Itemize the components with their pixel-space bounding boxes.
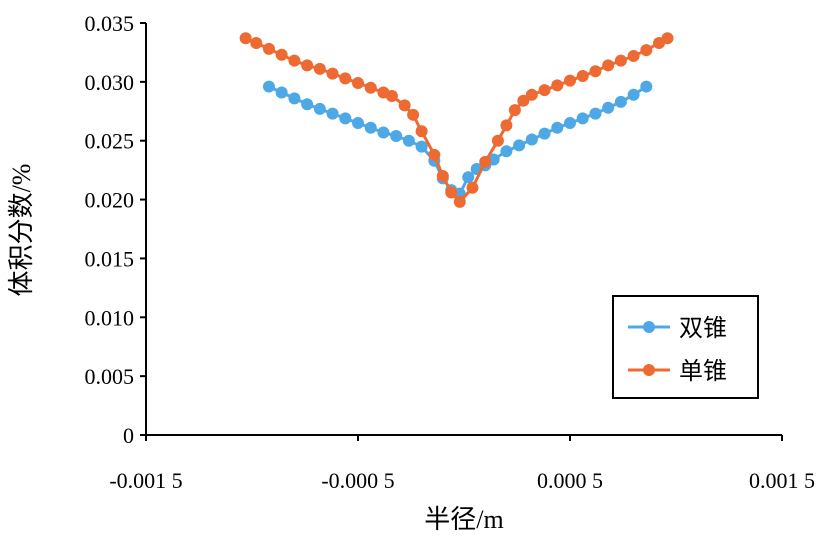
data-point <box>364 121 377 134</box>
y-tick-label: 0.035 <box>85 11 135 36</box>
data-point <box>462 171 475 184</box>
data-point <box>564 74 576 87</box>
x-tick-label: -0.000 5 <box>321 468 394 493</box>
y-tick-label: 0.015 <box>85 246 135 271</box>
data-point <box>525 133 538 146</box>
data-point <box>479 155 492 168</box>
data-point <box>576 112 589 125</box>
data-point <box>262 80 275 93</box>
data-point <box>627 88 640 101</box>
data-point <box>551 79 564 92</box>
x-axis-title: 半径/m <box>424 505 503 534</box>
data-point <box>466 181 479 194</box>
x-tick-label: 0.000 5 <box>537 468 603 493</box>
data-point <box>551 121 564 134</box>
data-point <box>491 134 504 147</box>
data-point <box>250 37 263 50</box>
y-tick-label: 0.010 <box>85 305 135 330</box>
y-tick-label: 0.025 <box>85 129 135 154</box>
data-point <box>352 77 364 90</box>
data-point <box>576 69 589 82</box>
data-point <box>339 72 352 85</box>
data-point <box>589 107 602 120</box>
data-point <box>661 32 674 45</box>
data-point <box>275 86 288 99</box>
data-point <box>614 54 627 67</box>
data-point <box>428 148 441 161</box>
data-point <box>508 104 521 117</box>
data-point <box>436 170 449 183</box>
data-point <box>602 101 615 114</box>
series-line <box>268 85 648 196</box>
x-ticks: -0.001 5 -0.000 5 0.000 5 0.001 5 <box>109 435 815 493</box>
data-point <box>385 89 398 102</box>
series-0 <box>262 80 653 200</box>
data-point <box>564 117 576 130</box>
data-point <box>301 59 314 72</box>
data-point <box>339 112 352 125</box>
data-point <box>390 130 403 143</box>
data-point <box>525 88 538 101</box>
data-point <box>589 65 602 78</box>
data-point <box>239 32 252 45</box>
data-point <box>402 134 415 147</box>
data-point <box>262 42 275 55</box>
data-point <box>517 94 530 107</box>
data-point <box>415 140 428 153</box>
y-tick-label: 0.005 <box>85 364 135 389</box>
data-point <box>640 44 653 57</box>
data-point <box>398 99 411 112</box>
data-point <box>445 186 458 199</box>
data-point <box>538 127 551 140</box>
y-tick-label: 0 <box>123 423 134 448</box>
legend-box <box>612 295 759 399</box>
data-point <box>415 125 428 138</box>
data-point <box>453 195 466 208</box>
data-point <box>500 145 513 158</box>
data-point <box>275 48 288 61</box>
data-point <box>288 54 301 67</box>
legend-label-single-cone: 单锥 <box>679 358 727 385</box>
x-tick-label: 0.001 5 <box>749 468 815 493</box>
data-point <box>313 102 326 115</box>
data-point <box>301 98 314 111</box>
x-tick-label: -0.001 5 <box>109 468 182 493</box>
axes <box>145 23 782 436</box>
data-point <box>352 117 364 130</box>
data-point <box>407 108 420 121</box>
y-axis-title: 体积分数/% <box>7 164 36 297</box>
legend: 双锥 单锥 <box>612 295 759 399</box>
data-point <box>313 62 326 75</box>
y-tick-label: 0.020 <box>85 188 135 213</box>
data-point <box>288 92 301 105</box>
series-layer <box>239 32 674 208</box>
data-point <box>377 126 390 139</box>
data-point <box>627 49 640 62</box>
data-point <box>640 80 653 93</box>
data-point <box>602 59 615 72</box>
series-1 <box>239 32 674 208</box>
data-point <box>364 81 377 94</box>
data-point <box>538 84 551 97</box>
data-point <box>500 119 513 132</box>
legend-marker-double-cone <box>643 321 655 333</box>
data-point <box>326 67 339 80</box>
data-point <box>326 107 339 120</box>
y-ticks: 0 0.005 0.010 0.015 0.020 0.025 0.030 0.035 <box>85 11 146 448</box>
legend-marker-single-cone <box>643 364 655 376</box>
y-tick-label: 0.030 <box>85 70 135 95</box>
data-point <box>513 139 526 152</box>
data-point <box>614 95 627 108</box>
legend-label-double-cone: 双锥 <box>679 315 727 342</box>
